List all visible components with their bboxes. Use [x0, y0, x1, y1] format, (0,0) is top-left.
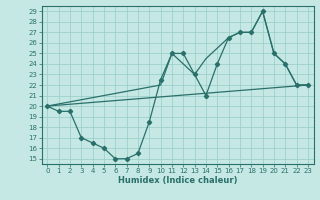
- X-axis label: Humidex (Indice chaleur): Humidex (Indice chaleur): [118, 176, 237, 185]
